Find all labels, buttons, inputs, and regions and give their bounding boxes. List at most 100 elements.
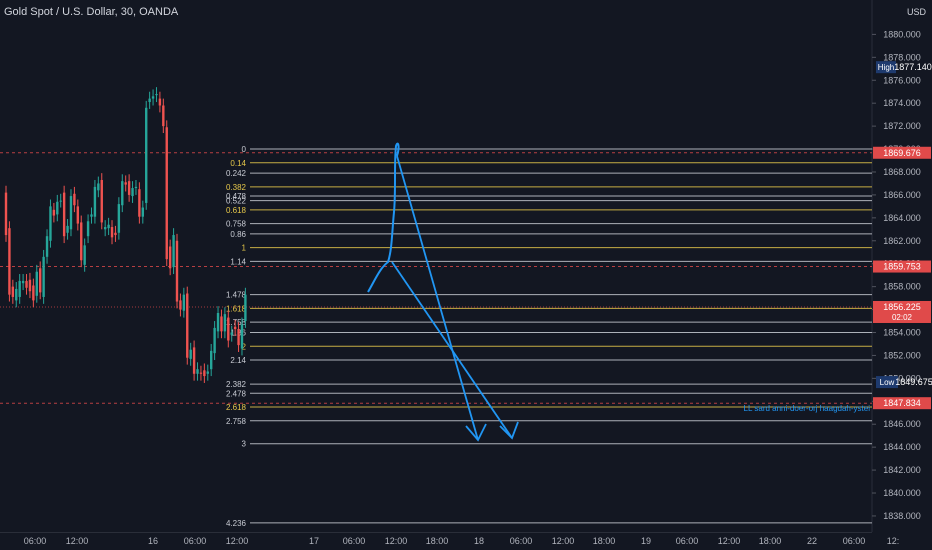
candle-body[interactable]	[182, 294, 186, 311]
fib-level-label: 2.14	[230, 356, 246, 365]
candle-body[interactable]	[199, 372, 203, 374]
candle-body[interactable]	[127, 181, 131, 195]
candle-body[interactable]	[172, 235, 175, 268]
time-tick-label: 06:00	[676, 536, 699, 546]
candle-body[interactable]	[134, 186, 138, 189]
candle-body[interactable]	[138, 189, 141, 217]
candle-body[interactable]	[210, 350, 213, 370]
candle-body[interactable]	[124, 182, 127, 185]
candle-body[interactable]	[52, 209, 56, 216]
fib-level-label: 0.382	[226, 183, 247, 192]
symbol-title[interactable]: Gold Spot / U.S. Dollar, 30, OANDA	[4, 6, 179, 18]
fib-level-label: 0.478	[226, 192, 247, 201]
candle-body[interactable]	[141, 207, 144, 217]
candle-body[interactable]	[69, 196, 73, 230]
current-price-label[interactable]: 1856.225	[883, 302, 921, 312]
candle-body[interactable]	[244, 294, 247, 322]
drawing-arrowhead[interactable]	[499, 421, 519, 440]
candle-body[interactable]	[100, 180, 103, 223]
candle-body[interactable]	[168, 246, 172, 269]
candle-body[interactable]	[11, 286, 15, 297]
candle-body[interactable]	[240, 324, 244, 349]
candle-body[interactable]	[186, 293, 189, 358]
price-tick-label: 1842.000	[883, 465, 921, 475]
high-tag-label: High	[878, 63, 894, 72]
candle-body[interactable]	[148, 98, 151, 103]
candle-body[interactable]	[76, 206, 80, 224]
candle-body[interactable]	[175, 240, 179, 302]
price-tick-label: 1840.000	[883, 488, 921, 498]
candle-body[interactable]	[206, 371, 209, 374]
price-tick-label: 1874.000	[883, 98, 921, 108]
price-label-red[interactable]: 1847.834	[883, 398, 921, 408]
candle-body[interactable]	[227, 317, 230, 341]
candle-body[interactable]	[131, 188, 134, 197]
candle-body[interactable]	[35, 271, 38, 296]
candle-body[interactable]	[203, 370, 206, 377]
candle-body[interactable]	[97, 183, 100, 191]
candle-body[interactable]	[213, 327, 216, 354]
candle-body[interactable]	[162, 105, 165, 127]
high-price-label[interactable]: 1877.140	[894, 62, 932, 72]
candle-body[interactable]	[39, 268, 42, 293]
candle-body[interactable]	[110, 227, 114, 238]
candle-body[interactable]	[237, 329, 240, 346]
time-tick-label: 22	[807, 536, 817, 546]
candle-body[interactable]	[103, 227, 107, 230]
candle-body[interactable]	[66, 225, 69, 233]
drawing-arrow-line[interactable]	[391, 261, 513, 439]
candle-body[interactable]	[25, 280, 28, 288]
candle-body[interactable]	[121, 181, 124, 206]
candle-body[interactable]	[155, 94, 158, 96]
drawing-curve[interactable]	[367, 142, 400, 293]
candle-body[interactable]	[86, 221, 90, 237]
candle-body[interactable]	[189, 349, 192, 359]
candle-body[interactable]	[56, 201, 59, 215]
candle-body[interactable]	[83, 245, 86, 265]
candle-body[interactable]	[59, 200, 62, 202]
candle-body[interactable]	[179, 300, 182, 310]
candle-body[interactable]	[165, 127, 168, 260]
candle-body[interactable]	[42, 256, 45, 297]
candle-body[interactable]	[21, 280, 25, 284]
candle-body[interactable]	[230, 332, 233, 335]
candle-body[interactable]	[15, 288, 18, 301]
price-label-red[interactable]: 1859.753	[883, 262, 921, 272]
drawing-arrow-line[interactable]	[396, 155, 479, 441]
drawing-arrowhead[interactable]	[465, 423, 487, 442]
candle-body[interactable]	[28, 279, 32, 292]
candle-body[interactable]	[117, 204, 121, 233]
candle-body[interactable]	[223, 314, 227, 332]
candle-body[interactable]	[151, 96, 155, 99]
candle-body[interactable]	[45, 236, 49, 257]
candle-body[interactable]	[233, 326, 237, 330]
candle-body[interactable]	[158, 98, 162, 106]
candle-body[interactable]	[216, 313, 220, 332]
fib-level-label: 2.618	[226, 403, 247, 412]
candle-body[interactable]	[192, 347, 196, 374]
candle-body[interactable]	[145, 107, 148, 203]
candle-body[interactable]	[90, 214, 93, 217]
time-tick-label: 06:00	[24, 536, 47, 546]
low-price-label[interactable]: 1849.675	[895, 377, 932, 387]
price-tick-label: 1844.000	[883, 442, 921, 452]
candle-body[interactable]	[196, 369, 199, 374]
price-tick-label: 1852.000	[883, 350, 921, 360]
candle-body[interactable]	[18, 280, 21, 297]
fib-level-label: 0.758	[226, 220, 247, 229]
candle-body[interactable]	[32, 285, 35, 301]
candle-body[interactable]	[107, 224, 110, 229]
candle-body[interactable]	[93, 186, 97, 217]
price-label-red[interactable]: 1869.676	[883, 148, 921, 158]
candle-body[interactable]	[62, 192, 66, 237]
annotation-text[interactable]: LL sard anni-doer-orj haagdah-ystei	[744, 404, 871, 413]
candle-body[interactable]	[80, 222, 83, 261]
candle-body[interactable]	[4, 192, 8, 236]
candle-body[interactable]	[73, 193, 76, 206]
candle-body[interactable]	[49, 206, 52, 241]
candle-body[interactable]	[220, 316, 223, 332]
candle-body[interactable]	[114, 232, 117, 236]
candle-body[interactable]	[8, 228, 11, 295]
